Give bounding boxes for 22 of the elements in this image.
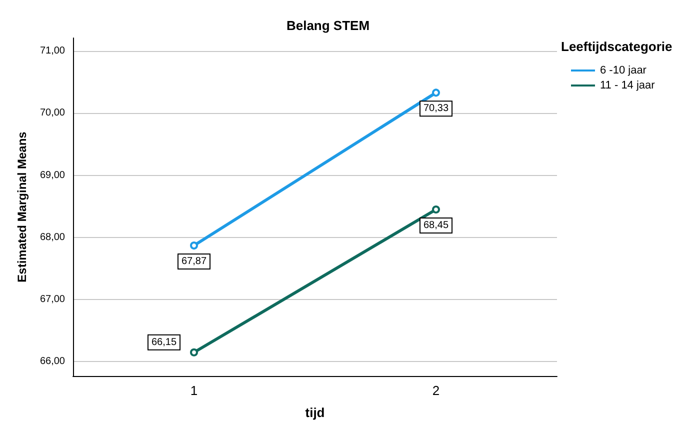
legend-title: Leeftijdscategorie: [561, 39, 672, 54]
data-label: 66,15: [151, 336, 177, 348]
legend-label: 6 -10 jaar: [600, 64, 647, 76]
chart-title: Belang STEM: [286, 18, 370, 33]
legend-label: 11 - 14 jaar: [600, 80, 656, 92]
y-tick-label: 66,00: [40, 356, 66, 368]
data-label: 67,87: [181, 256, 207, 268]
point: [190, 242, 198, 250]
point: [432, 205, 440, 214]
y-tick-label: 71,00: [40, 46, 66, 57]
y-tick-label: 69,00: [40, 170, 66, 181]
point: [432, 88, 440, 97]
data-label: 68,45: [423, 220, 449, 231]
y-tick-label: 70,00: [40, 108, 66, 119]
x-axis-title: tijd: [305, 405, 325, 420]
y-tick-label: 67,00: [40, 294, 66, 306]
point: [190, 348, 198, 356]
x-tick-label: 2: [432, 383, 440, 398]
x-tick-label: 1: [190, 383, 198, 398]
data-label: 70,33: [423, 103, 449, 114]
y-axis-title: Estimated Marginal Means: [15, 131, 29, 282]
y-tick-label: 68,00: [40, 232, 66, 243]
